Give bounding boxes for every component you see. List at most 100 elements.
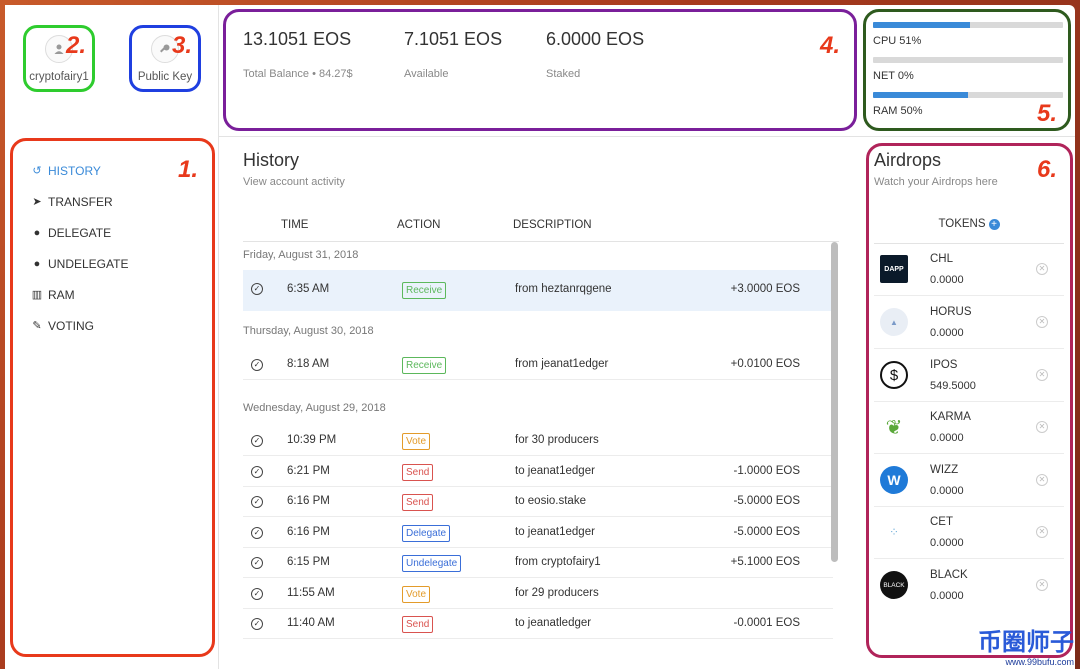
token-name: BLACK: [930, 569, 968, 581]
remove-token-icon[interactable]: ✕: [1036, 316, 1048, 328]
staked-balance: 6.0000 EOS Staked: [546, 29, 644, 80]
wizz-logo-icon: W: [880, 466, 908, 494]
table-row[interactable]: ✓ 6:16 PM Delegate to jeanat1edger -5.00…: [243, 518, 833, 548]
token-item[interactable]: ▲ HORUS 0.0000 ✕: [874, 297, 1064, 349]
available-balance-label: Available: [404, 68, 449, 80]
header-divider: [219, 136, 1075, 137]
check-circle-icon: ✓: [251, 588, 263, 600]
date-group-header: Friday, August 31, 2018: [243, 249, 359, 261]
nav-label: HISTORY: [48, 163, 101, 178]
nav-label: DELEGATE: [48, 225, 112, 240]
add-token-icon[interactable]: +: [988, 219, 1000, 230]
row-amount: -1.0000 EOS: [733, 465, 800, 477]
airdrops-panel: [866, 143, 1073, 658]
row-time: 6:35 AM: [287, 283, 330, 295]
column-time[interactable]: TIME: [281, 219, 309, 231]
send-icon: ➤: [32, 196, 42, 208]
main-nav: ↺ HISTORY ➤ TRANSFER ● DELEGATE ● UNDELE…: [29, 155, 129, 341]
date-group-header: Thursday, August 30, 2018: [243, 325, 374, 337]
undelegate-icon: ●: [33, 257, 41, 270]
ram-bar-fill: [873, 92, 968, 98]
nav-undelegate[interactable]: ● UNDELEGATE: [29, 248, 129, 279]
table-row[interactable]: ✓ 11:40 AM Send to jeanatledger -0.0001 …: [243, 609, 833, 639]
history-icon: ↺: [32, 165, 42, 177]
cpu-label: CPU 51%: [873, 35, 922, 47]
dapp-logo-icon: DAPP: [880, 255, 908, 283]
account-switcher[interactable]: cryptofairy1: [23, 25, 95, 92]
token-item[interactable]: BLACK BLACK 0.0000 ✕: [874, 560, 1064, 612]
token-item[interactable]: ⁘ CET 0.0000 ✕: [874, 507, 1064, 559]
net-label: NET 0%: [873, 70, 914, 82]
net-bar: [873, 57, 1063, 63]
annotation-2: 2.: [66, 32, 87, 59]
nav-delegate[interactable]: ● DELEGATE: [29, 217, 128, 248]
token-balance: 0.0000: [930, 485, 964, 497]
nav-label: RAM: [48, 287, 75, 302]
nav-voting[interactable]: ✎ VOTING: [29, 310, 128, 341]
row-time: 10:39 PM: [287, 434, 337, 446]
watermark: 币圈师子 www.99bufu.com: [978, 622, 1074, 667]
remove-token-icon[interactable]: ✕: [1036, 474, 1048, 486]
token-name: IPOS: [930, 359, 958, 371]
chip-icon: ▥: [31, 289, 43, 301]
watermark-url: www.99bufu.com: [1005, 657, 1074, 667]
row-amount: +0.0100 EOS: [730, 358, 800, 370]
nav-transfer[interactable]: ➤ TRANSFER: [29, 186, 128, 217]
nav-history[interactable]: ↺ HISTORY: [29, 155, 128, 186]
row-time: 6:15 PM: [287, 556, 330, 568]
staked-balance-label: Staked: [546, 68, 581, 80]
token-item[interactable]: $ IPOS 549.5000 ✕: [874, 350, 1064, 402]
balance-panel: [223, 9, 857, 131]
table-row[interactable]: ✓ 10:39 PM Vote for 30 producers: [243, 426, 833, 456]
black-logo-icon: BLACK: [880, 571, 908, 599]
column-description[interactable]: DESCRIPTION: [513, 219, 592, 231]
action-badge: Send: [402, 494, 434, 511]
remove-token-icon[interactable]: ✕: [1036, 579, 1048, 591]
check-circle-icon: ✓: [251, 618, 263, 630]
remove-token-icon[interactable]: ✕: [1036, 526, 1048, 538]
nav-label: UNDELEGATE: [48, 256, 129, 271]
table-row[interactable]: ✓ 11:55 AM Vote for 29 producers: [243, 579, 833, 609]
karma-logo-icon: ❦: [885, 416, 903, 439]
annotation-4: 4.: [820, 32, 841, 59]
token-item[interactable]: ❦ KARMA 0.0000 ✕: [874, 402, 1064, 454]
history-table-header: TIME ACTION DESCRIPTION: [243, 210, 839, 242]
remove-token-icon[interactable]: ✕: [1036, 369, 1048, 381]
remove-token-icon[interactable]: ✕: [1036, 421, 1048, 433]
column-action[interactable]: ACTION: [397, 219, 441, 231]
row-time: 6:16 PM: [287, 495, 330, 507]
row-description: to eosio.stake: [515, 495, 586, 507]
table-row[interactable]: ✓ 6:16 PM Send to eosio.stake -5.0000 EO…: [243, 487, 833, 517]
table-row[interactable]: ✓ 6:15 PM Undelegate from cryptofairy1 +…: [243, 548, 833, 578]
table-row[interactable]: ✓ 6:21 PM Send to jeanat1edger -1.0000 E…: [243, 457, 833, 487]
user-icon: [45, 34, 73, 63]
nav-ram[interactable]: ▥ RAM: [29, 279, 128, 310]
cpu-bar-fill: [873, 22, 970, 28]
check-circle-icon: ✓: [251, 527, 263, 539]
token-item[interactable]: DAPP CHL 0.0000 ✕: [874, 244, 1064, 296]
row-amount: -5.0000 EOS: [733, 526, 800, 538]
row-amount: -5.0000 EOS: [733, 495, 800, 507]
public-key-button[interactable]: Public Key: [129, 25, 201, 92]
nav-label: VOTING: [48, 318, 95, 333]
row-time: 8:18 AM: [287, 358, 330, 370]
token-name: KARMA: [930, 411, 971, 423]
action-badge: Send: [402, 616, 434, 633]
row-amount: +3.0000 EOS: [730, 283, 800, 295]
check-circle-icon: ✓: [251, 496, 263, 508]
total-balance-label: Total Balance • 84.27$: [243, 68, 353, 80]
row-amount: -0.0001 EOS: [733, 617, 800, 629]
watermark-text: 币圈师子: [978, 629, 1074, 656]
remove-token-icon[interactable]: ✕: [1036, 263, 1048, 275]
action-badge: Vote: [402, 433, 431, 450]
table-row[interactable]: ✓ 8:18 AM Receive from jeanat1edger +0.0…: [243, 350, 833, 380]
cet-logo-icon: ⁘: [880, 518, 908, 546]
row-time: 6:16 PM: [287, 526, 330, 538]
token-item[interactable]: W WIZZ 0.0000 ✕: [874, 455, 1064, 507]
table-row[interactable]: ✓ 6:35 AM Receive from heztanrqgene +3.0…: [243, 270, 833, 311]
tokens-header: TOKENS +: [874, 218, 1064, 244]
action-badge: Undelegate: [402, 555, 462, 572]
action-badge: Delegate: [402, 525, 451, 542]
history-scrollbar[interactable]: [831, 242, 838, 562]
total-balance-value: 13.1051 EOS: [243, 29, 352, 49]
